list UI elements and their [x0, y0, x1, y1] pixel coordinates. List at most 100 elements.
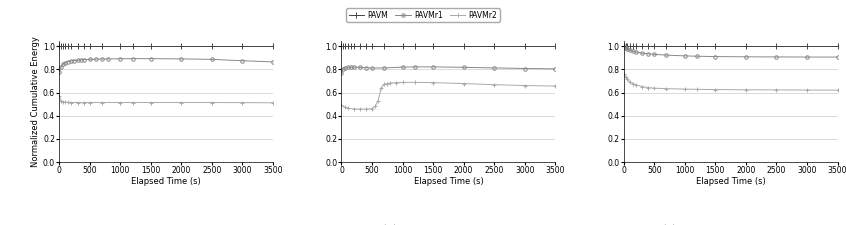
PAVMr2 [97, 101, 107, 104]
PAVM [620, 45, 630, 48]
PAVMr1 [428, 65, 438, 68]
PAVMr2 [741, 88, 751, 91]
PAVMr2 [176, 101, 186, 104]
X-axis label: Elapsed Time (s): Elapsed Time (s) [695, 177, 766, 186]
PAVMr2 [519, 84, 530, 87]
PAVMr1 [63, 60, 74, 63]
PAVMr1 [379, 67, 389, 69]
PAVMr2 [339, 106, 349, 108]
PAVM [85, 45, 95, 48]
PAVMr1 [832, 56, 843, 58]
PAVM [66, 45, 76, 48]
PAVMr2 [207, 101, 217, 104]
PAVMr1 [550, 68, 560, 70]
PAVM [354, 45, 365, 48]
PAVM [367, 45, 377, 48]
PAVM [398, 45, 408, 48]
PAVMr1 [620, 46, 630, 49]
PAVMr1 [349, 66, 359, 68]
PAVMr1 [643, 52, 653, 55]
PAVM [637, 45, 647, 48]
PAVM [54, 45, 64, 48]
PAVM [428, 45, 438, 48]
PAVMr2 [115, 101, 125, 104]
PAVMr2 [832, 89, 843, 92]
Legend: PAVM, PAVMr1, PAVMr2: PAVM, PAVMr1, PAVMr2 [347, 8, 499, 22]
PAVMr2 [58, 101, 68, 103]
PAVM [56, 45, 66, 48]
PAVMr2 [85, 101, 95, 104]
PAVM [128, 45, 138, 48]
PAVMr2 [66, 101, 76, 104]
PAVM [550, 45, 560, 48]
PAVMr2 [649, 87, 659, 90]
PAVMr2 [550, 85, 560, 88]
PAVMr2 [409, 81, 420, 84]
PAVM [519, 45, 530, 48]
PAVMr1 [662, 54, 672, 56]
Line: PAVMr1: PAVMr1 [340, 65, 557, 75]
PAVMr1 [268, 61, 278, 63]
PAVMr2 [128, 101, 138, 104]
PAVMr2 [337, 104, 347, 107]
Line: PAVMr2: PAVMr2 [58, 94, 275, 105]
PAVM [79, 45, 89, 48]
PAVMr2 [361, 108, 371, 110]
PAVMr2 [620, 76, 630, 78]
PAVM [115, 45, 125, 48]
PAVMr2 [385, 82, 395, 84]
PAVMr1 [97, 58, 107, 60]
PAVM [379, 45, 389, 48]
PAVMr2 [379, 83, 389, 86]
PAVMr1 [91, 58, 101, 61]
PAVMr2 [679, 88, 689, 90]
PAVMr2 [489, 83, 499, 86]
PAVMr2 [631, 83, 641, 86]
PAVMr2 [628, 82, 638, 85]
PAVMr1 [238, 59, 248, 62]
PAVM [207, 45, 217, 48]
PAVMr1 [69, 59, 80, 62]
PAVMr1 [85, 58, 95, 61]
PAVMr2 [623, 78, 633, 81]
PAVMr2 [367, 107, 377, 110]
PAVMr2 [692, 88, 702, 91]
PAVM [268, 45, 278, 48]
PAVMr1 [73, 59, 83, 61]
PAVMr2 [238, 101, 248, 104]
Line: PAVMr1: PAVMr1 [622, 45, 839, 59]
PAVMr1 [345, 66, 355, 68]
PAVM [631, 45, 641, 48]
Line: PAVM: PAVM [338, 43, 558, 49]
PAVMr2 [643, 86, 653, 89]
PAVMr1 [115, 57, 125, 60]
PAVM [361, 45, 371, 48]
PAVMr2 [662, 87, 672, 90]
PAVM [489, 45, 499, 48]
PAVMr1 [337, 72, 347, 74]
PAVM [338, 45, 349, 48]
PAVMr2 [79, 101, 89, 104]
PAVMr2 [268, 101, 278, 104]
PAVMr2 [349, 108, 359, 110]
PAVM [802, 45, 812, 48]
PAVMr1 [489, 67, 499, 69]
PAVMr2 [373, 99, 383, 102]
PAVMr1 [398, 66, 408, 68]
PAVM [409, 45, 420, 48]
PAVMr1 [623, 48, 633, 50]
PAVM [692, 45, 702, 48]
PAVMr2 [398, 81, 408, 84]
PAVMr2 [370, 105, 380, 108]
PAVMr2 [343, 107, 353, 109]
PAVM [349, 45, 359, 48]
Line: PAVMr2: PAVMr2 [339, 80, 558, 111]
PAVMr2 [392, 81, 402, 84]
Line: PAVMr1: PAVMr1 [58, 57, 275, 74]
PAVMr2 [618, 73, 629, 75]
PAVM [772, 45, 782, 48]
PAVMr2 [54, 95, 64, 97]
PAVMr2 [637, 85, 647, 88]
PAVM [146, 45, 156, 48]
PAVMr2 [428, 81, 438, 84]
